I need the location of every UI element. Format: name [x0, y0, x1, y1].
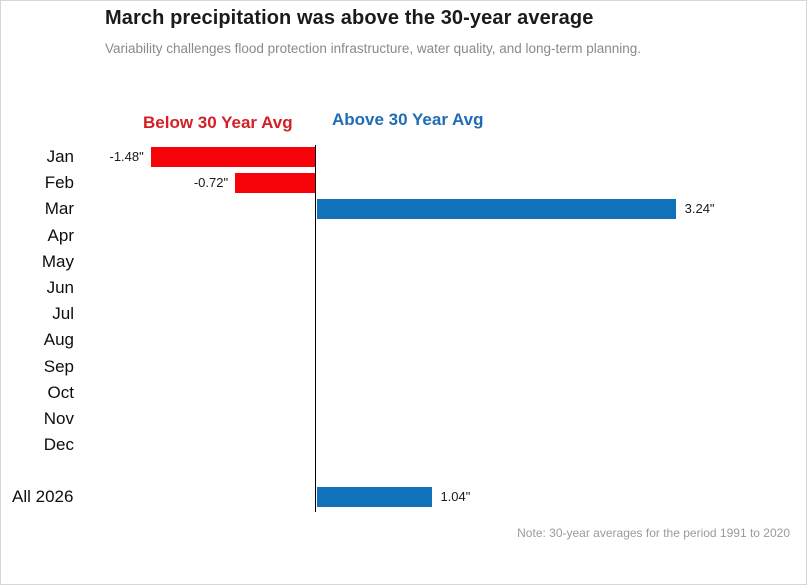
zero-baseline-axis [314, 145, 316, 512]
category-label: May [41, 251, 74, 271]
value-label: 1.04" [440, 489, 471, 504]
legend-below-label: Below 30 Year Avg [143, 113, 293, 132]
legend-above-label: Above 30 Year Avg [332, 110, 484, 129]
chart-title: March precipitation was above the 30-yea… [105, 7, 594, 29]
category-label: Aug [43, 330, 74, 350]
bar-all-2026 [316, 487, 432, 507]
category-label: Mar [44, 199, 74, 219]
category-label: Apr [47, 225, 74, 245]
category-label: Oct [47, 382, 74, 402]
category-label: Dec [43, 435, 74, 455]
category-label: All 2026 [12, 487, 74, 506]
value-label: -1.48" [109, 149, 144, 164]
category-label: Jun [46, 278, 74, 297]
value-label: 3.24" [684, 201, 715, 217]
bar-jan [150, 147, 315, 167]
category-label: Feb [44, 173, 74, 193]
bar-feb [235, 173, 315, 194]
category-label: Nov [43, 409, 74, 428]
category-label: Jul [52, 304, 74, 324]
footnote: Note: 30-year averages for the period 19… [517, 526, 790, 540]
chart-subtitle: Variability challenges flood protection … [105, 41, 642, 56]
category-label: Sep [43, 356, 74, 376]
bar-mar [316, 199, 677, 220]
category-label: Jan [46, 147, 74, 166]
value-label: -0.72" [193, 175, 229, 191]
